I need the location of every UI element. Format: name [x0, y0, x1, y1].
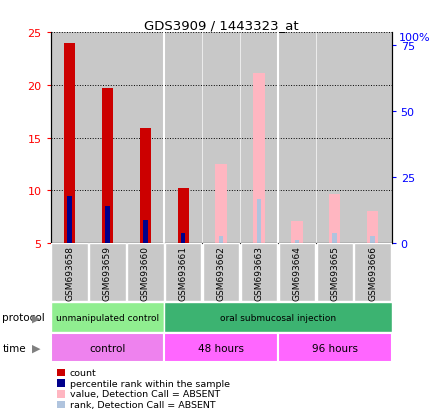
Bar	[241, 244, 277, 301]
Bar	[67, 196, 72, 244]
Bar	[165, 33, 202, 244]
Bar	[367, 211, 378, 244]
Text: 96 hours: 96 hours	[312, 343, 358, 353]
Bar	[257, 199, 261, 244]
Bar	[164, 303, 392, 332]
Text: GSM693663: GSM693663	[254, 245, 264, 300]
Bar	[279, 33, 315, 244]
Bar	[181, 233, 186, 244]
Text: protocol: protocol	[2, 313, 45, 323]
Title: GDS3909 / 1443323_at: GDS3909 / 1443323_at	[144, 19, 298, 32]
Bar	[216, 165, 227, 244]
Text: GSM693662: GSM693662	[216, 245, 226, 300]
Bar	[279, 244, 315, 301]
Bar	[105, 207, 110, 244]
Bar	[295, 240, 299, 244]
Bar	[127, 33, 164, 244]
Text: count: count	[70, 368, 96, 377]
Text: GSM693659: GSM693659	[103, 245, 112, 300]
Bar	[165, 244, 202, 301]
Text: GSM693658: GSM693658	[65, 245, 74, 300]
Bar	[51, 303, 164, 332]
Text: ▶: ▶	[33, 313, 41, 323]
Bar	[143, 221, 147, 244]
Bar	[127, 244, 164, 301]
Text: 100%: 100%	[399, 33, 430, 43]
Bar	[317, 244, 353, 301]
Bar	[253, 74, 265, 244]
Bar	[203, 244, 239, 301]
Bar	[51, 33, 88, 244]
Bar	[317, 33, 353, 244]
Text: value, Detection Call = ABSENT: value, Detection Call = ABSENT	[70, 389, 220, 399]
Bar	[89, 244, 126, 301]
Bar	[164, 333, 278, 363]
Text: oral submucosal injection: oral submucosal injection	[220, 313, 336, 322]
Bar	[89, 33, 126, 244]
Bar	[51, 244, 88, 301]
Text: GSM693665: GSM693665	[330, 245, 339, 300]
Bar	[203, 33, 239, 244]
Bar	[139, 129, 151, 244]
Bar	[241, 33, 277, 244]
Text: time: time	[2, 343, 26, 353]
Text: GSM693666: GSM693666	[368, 245, 377, 300]
Bar	[329, 194, 341, 244]
Bar	[370, 236, 375, 244]
Bar	[291, 221, 303, 244]
Bar	[177, 189, 189, 244]
Bar	[51, 333, 164, 363]
Text: percentile rank within the sample: percentile rank within the sample	[70, 379, 230, 388]
Bar	[219, 236, 224, 244]
Text: GSM693660: GSM693660	[141, 245, 150, 300]
Bar	[355, 244, 391, 301]
Bar	[333, 233, 337, 244]
Text: unmanipulated control: unmanipulated control	[56, 313, 159, 322]
Text: rank, Detection Call = ABSENT: rank, Detection Call = ABSENT	[70, 400, 215, 409]
Text: GSM693664: GSM693664	[292, 245, 301, 300]
Text: control: control	[89, 343, 126, 353]
Bar	[278, 333, 392, 363]
Text: ▶: ▶	[33, 343, 41, 353]
Bar	[102, 89, 113, 244]
Text: 48 hours: 48 hours	[198, 343, 244, 353]
Bar	[355, 33, 391, 244]
Text: GSM693661: GSM693661	[179, 245, 188, 300]
Bar	[64, 43, 75, 244]
